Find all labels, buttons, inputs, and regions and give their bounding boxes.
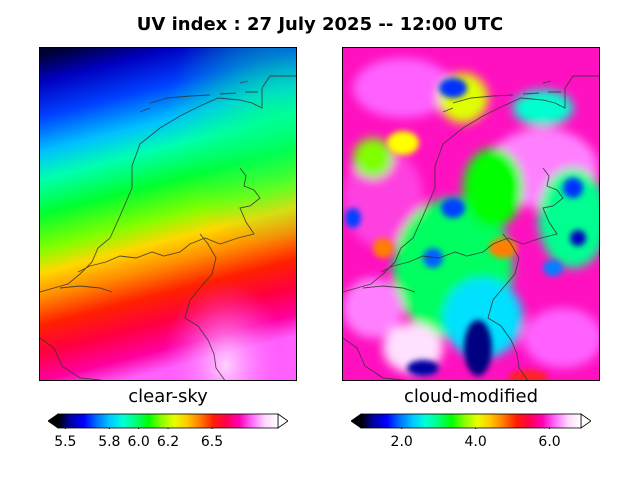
colorbar-tick-label: 5.8: [98, 434, 121, 450]
cloud-modified-map: [342, 47, 600, 381]
colorbar-gradient: [57, 413, 279, 429]
clear-sky-map: [39, 47, 297, 381]
clear-sky-caption: clear-sky: [128, 386, 208, 407]
cloud-modified-caption: cloud-modified: [403, 386, 539, 407]
colorbar-tick-label: 6.0: [538, 434, 561, 450]
page-title: UV index : 27 July 2025 -- 12:00 UTC: [136, 14, 504, 35]
colorbar-min-extend: [351, 413, 362, 429]
clear-sky-colorbar: [48, 413, 288, 429]
colorbar-max-extend: [277, 413, 288, 429]
cloud-modified-colorbar: [351, 413, 591, 429]
colorbar-tick-label: 6.0: [127, 434, 150, 450]
coastline-right: [343, 75, 599, 380]
coastline-left: [40, 75, 296, 380]
colorbar-tick-label: 6.2: [156, 434, 180, 450]
colorbar-tick-label: 2.0: [390, 434, 413, 450]
colorbar-min-extend: [48, 413, 59, 429]
colorbar-tick-label: 5.5: [54, 434, 77, 450]
colorbar-tick-label: 4.0: [464, 434, 487, 450]
colorbar-tick-label: 6.5: [200, 434, 224, 450]
colorbar-max-extend: [580, 413, 591, 429]
colorbar-gradient: [360, 413, 582, 429]
